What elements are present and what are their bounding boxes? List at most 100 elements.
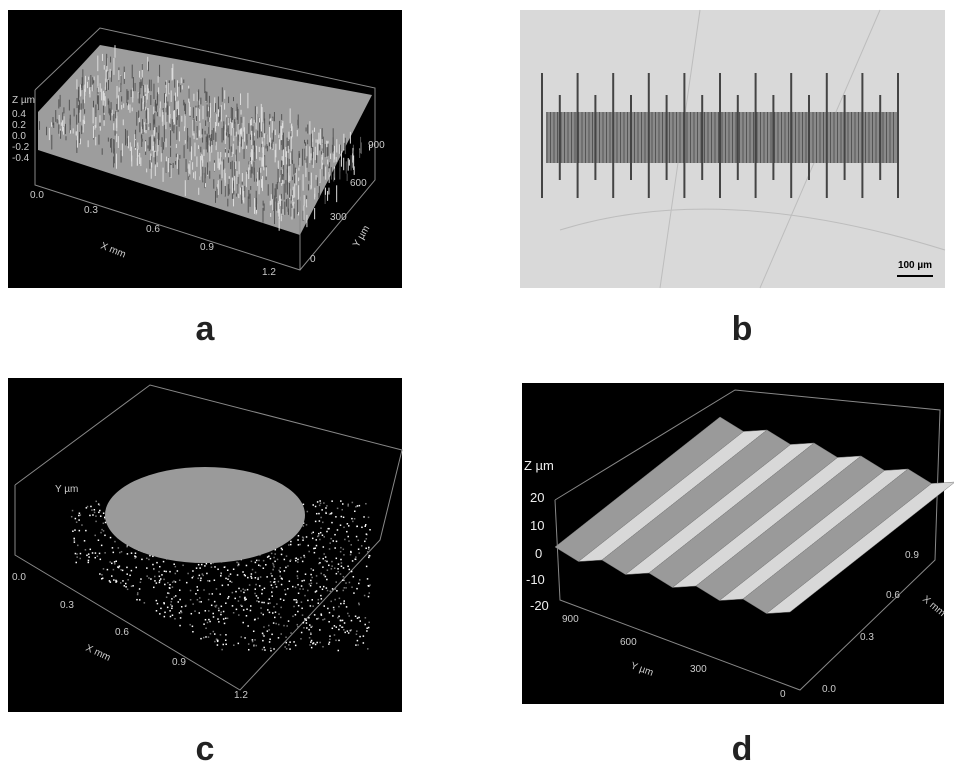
- speckle: [91, 509, 93, 511]
- panel-a-surface: [38, 45, 372, 235]
- speckle: [272, 612, 274, 614]
- speckle: [246, 588, 249, 591]
- speckle: [283, 624, 285, 627]
- x-tick-label: 0.9: [905, 550, 919, 561]
- speckle: [319, 500, 321, 502]
- speckle: [326, 578, 328, 581]
- speckle: [369, 584, 371, 586]
- speckle: [86, 505, 89, 508]
- speckle: [205, 636, 207, 638]
- speckle: [328, 513, 331, 515]
- speckle: [334, 598, 336, 601]
- speckle: [94, 534, 96, 537]
- speckle: [97, 539, 100, 541]
- speckle: [355, 556, 357, 558]
- speckle: [288, 644, 290, 646]
- speckle: [149, 554, 151, 557]
- speckle: [272, 622, 275, 624]
- speckle: [100, 531, 102, 534]
- speckle: [239, 596, 241, 598]
- speckle: [220, 605, 223, 608]
- speckle: [313, 614, 316, 616]
- speckle: [329, 590, 332, 593]
- speckle: [93, 511, 96, 514]
- speckle: [244, 589, 246, 591]
- speckle: [115, 581, 117, 583]
- speckle: [148, 558, 150, 561]
- speckle: [368, 554, 371, 557]
- speckle: [356, 505, 359, 507]
- speckle: [307, 544, 310, 547]
- speckle: [346, 630, 349, 632]
- z-axis-title: Z µm: [524, 458, 554, 473]
- speckle: [300, 556, 302, 559]
- speckle: [285, 555, 288, 557]
- speckle: [120, 550, 123, 553]
- speckle: [225, 577, 227, 580]
- speckle: [323, 536, 325, 538]
- speckle: [227, 578, 229, 580]
- speckle: [328, 527, 330, 530]
- speckle: [152, 555, 154, 558]
- speckle: [192, 575, 194, 578]
- speckle: [235, 608, 238, 611]
- speckle: [269, 638, 271, 641]
- speckle: [134, 552, 137, 554]
- speckle: [190, 612, 193, 615]
- speckle: [232, 612, 235, 614]
- speckle: [254, 576, 257, 579]
- speckle: [205, 627, 207, 630]
- speckle: [334, 547, 336, 549]
- speckle: [308, 550, 310, 553]
- speckle: [280, 616, 282, 619]
- speckle: [318, 562, 320, 565]
- speckle: [85, 507, 88, 509]
- speckle: [328, 611, 331, 614]
- speckle: [319, 586, 321, 588]
- speckle: [323, 618, 326, 620]
- speckle: [112, 568, 115, 571]
- speckle: [260, 612, 263, 614]
- speckle: [260, 607, 262, 609]
- speckle: [333, 634, 336, 636]
- speckle: [309, 632, 312, 634]
- speckle: [169, 583, 171, 586]
- speckle: [209, 632, 212, 635]
- speckle: [253, 619, 256, 621]
- speckle: [343, 587, 346, 589]
- speckle: [310, 579, 312, 582]
- speckle: [179, 617, 182, 619]
- speckle: [297, 561, 299, 563]
- speckle: [221, 584, 224, 587]
- speckle: [356, 525, 358, 528]
- speckle: [304, 573, 307, 575]
- speckle: [250, 573, 253, 575]
- speckle: [189, 623, 191, 626]
- speckle: [199, 579, 202, 582]
- speckle: [296, 575, 299, 577]
- speckle: [248, 584, 251, 586]
- speckle: [244, 574, 247, 577]
- speckle: [140, 578, 142, 580]
- speckle: [208, 580, 211, 582]
- speckle: [118, 565, 121, 567]
- speckle: [252, 630, 255, 633]
- speckle: [111, 562, 113, 565]
- speckle: [178, 579, 181, 582]
- speckle: [225, 602, 227, 604]
- x-tick-label: 0.9: [200, 242, 214, 253]
- speckle: [79, 552, 82, 555]
- speckle: [243, 591, 245, 594]
- speckle: [270, 649, 272, 652]
- x-tick-label: 1.2: [234, 690, 248, 701]
- speckle: [254, 561, 257, 564]
- speckle: [159, 613, 161, 615]
- speckle: [335, 557, 338, 560]
- speckle: [296, 600, 298, 602]
- speckle: [217, 607, 220, 610]
- speckle: [364, 540, 366, 543]
- speckle: [168, 592, 170, 595]
- speckle: [340, 558, 342, 561]
- speckle: [285, 647, 288, 650]
- speckle: [319, 502, 322, 505]
